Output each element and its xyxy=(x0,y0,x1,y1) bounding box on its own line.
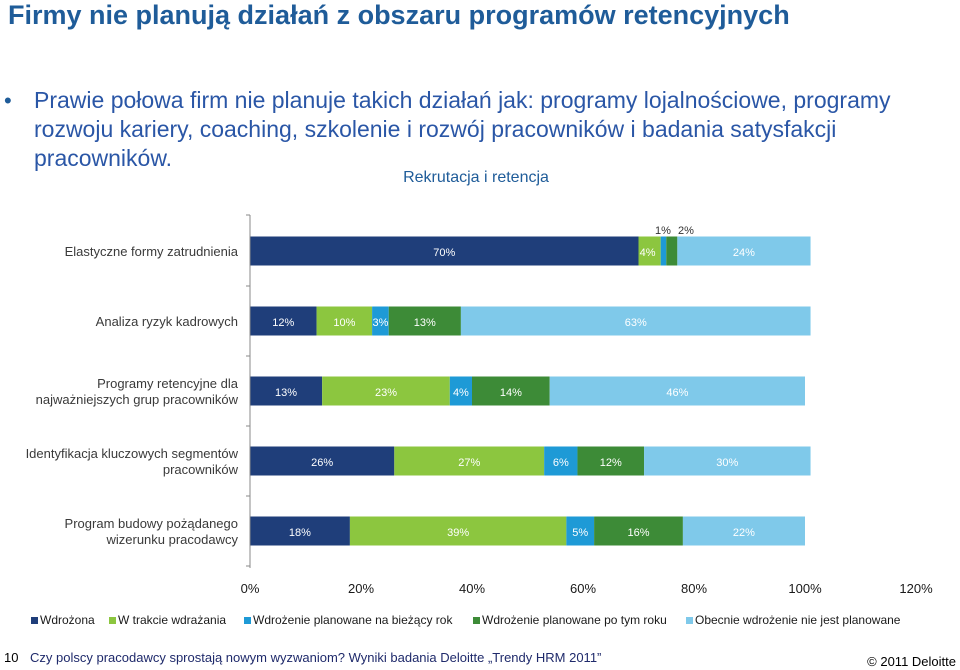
legend-swatch xyxy=(109,617,116,624)
data-label: 4% xyxy=(453,387,469,399)
category-label-line: Identyfikacja kluczowych segmentów xyxy=(26,446,239,461)
category-label-line: Programy retencyjne dla xyxy=(97,376,239,391)
data-label: 16% xyxy=(627,527,649,539)
data-label: 1% xyxy=(655,225,671,237)
legend-swatch xyxy=(686,617,693,624)
bar-segment xyxy=(549,376,805,406)
bullet-icon: • xyxy=(4,88,12,113)
data-label: 6% xyxy=(553,457,569,469)
data-label: 46% xyxy=(666,387,688,399)
legend-label: W trakcie wdrażania xyxy=(118,613,226,627)
bullet-text: Prawie połowa firm nie planuje takich dz… xyxy=(34,87,891,171)
data-label: 10% xyxy=(333,317,355,329)
data-label: 30% xyxy=(716,457,738,469)
bar-segment xyxy=(544,446,578,476)
data-label: 12% xyxy=(600,457,622,469)
bar-segment xyxy=(372,306,389,336)
bar-segment xyxy=(577,446,645,476)
stacked-bar-chart: Rekrutacja i retencja Elastyczne formy z… xyxy=(25,158,934,627)
legend-swatch xyxy=(473,617,480,624)
bar-segment xyxy=(449,376,472,406)
category-label: Analiza ryzyk kadrowych xyxy=(96,314,238,329)
legend-label: Wdrożenie planowane po tym roku xyxy=(482,613,667,627)
x-tick-label: 120% xyxy=(899,581,933,596)
category-label-line: najważniejszych grup pracowników xyxy=(36,392,239,407)
copyright: © 2011 Deloitte xyxy=(867,654,956,669)
x-tick-label: 100% xyxy=(788,581,822,596)
data-label: 13% xyxy=(275,387,297,399)
category-label-line: Analiza ryzyk kadrowych xyxy=(96,314,238,329)
bar-segment xyxy=(666,236,678,266)
data-label: 2% xyxy=(678,225,694,237)
bar-segment xyxy=(566,516,595,546)
bar-segment xyxy=(250,446,395,476)
data-label: 39% xyxy=(447,527,469,539)
data-label: 22% xyxy=(733,527,755,539)
bar-segment xyxy=(660,236,667,266)
bar-segment xyxy=(250,236,639,266)
data-label: 27% xyxy=(458,457,480,469)
bar-segment xyxy=(644,446,811,476)
x-tick-label: 80% xyxy=(681,581,707,596)
bar-segment xyxy=(250,306,317,336)
footer-text: Czy polscy pracodawcy sprostają nowym wy… xyxy=(30,650,602,665)
bar-segment xyxy=(682,516,805,546)
category-label-line: Elastyczne formy zatrudnienia xyxy=(65,244,239,259)
data-label: 5% xyxy=(572,527,588,539)
category-label: Elastyczne formy zatrudnienia xyxy=(65,244,239,259)
data-label: 12% xyxy=(272,317,294,329)
page-title: Firmy nie planują działań z obszaru prog… xyxy=(8,0,790,30)
legend-swatch xyxy=(31,617,38,624)
page-number: 10 xyxy=(4,650,19,665)
bar-segment xyxy=(250,376,323,406)
bar-segment xyxy=(394,446,545,476)
bar-segment xyxy=(594,516,683,546)
data-label: 70% xyxy=(433,247,455,259)
bar-segment xyxy=(460,306,811,336)
data-label: 23% xyxy=(375,387,397,399)
bar-segment xyxy=(388,306,461,336)
category-label: Programy retencyjne dla najważniejszych g… xyxy=(36,376,239,407)
bar-segment xyxy=(349,516,567,546)
bar-segment xyxy=(322,376,450,406)
x-tick-label: 40% xyxy=(459,581,485,596)
category-label-line: wizerunku pracodawcy xyxy=(105,532,238,547)
bar-segment xyxy=(472,376,550,406)
x-tick-label: 60% xyxy=(570,581,596,596)
data-label: 18% xyxy=(289,527,311,539)
bar-segment xyxy=(638,236,661,266)
bar-segment xyxy=(316,306,373,336)
category-label-line: Program budowy pożądanego xyxy=(65,516,238,531)
chart-title: Rekrutacja i retencja xyxy=(403,169,549,186)
bar-segment xyxy=(677,236,811,266)
legend-label: Wdrożona xyxy=(40,613,95,627)
data-label: 26% xyxy=(311,457,333,469)
data-label: 3% xyxy=(372,317,388,329)
data-label: 24% xyxy=(733,247,755,259)
x-tick-label: 0% xyxy=(241,581,260,596)
data-label: 14% xyxy=(500,387,522,399)
category-label-line: pracowników xyxy=(163,462,239,477)
category-label: Program budowy pożądanego wizerunku praco… xyxy=(65,516,239,547)
chart-title-bg xyxy=(380,158,590,188)
data-label: 63% xyxy=(625,317,647,329)
legend-swatch xyxy=(244,617,251,624)
data-label: 4% xyxy=(640,247,656,259)
x-tick-label: 20% xyxy=(348,581,374,596)
legend-label: Obecnie wdrożenie nie jest planowane xyxy=(695,613,901,627)
data-label: 13% xyxy=(414,317,436,329)
legend-label: Wdrożenie planowane na bieżący rok xyxy=(253,613,453,627)
bar-segment xyxy=(250,516,350,546)
category-label: Identyfikacja kluczowych segmentów pracow… xyxy=(26,446,239,477)
